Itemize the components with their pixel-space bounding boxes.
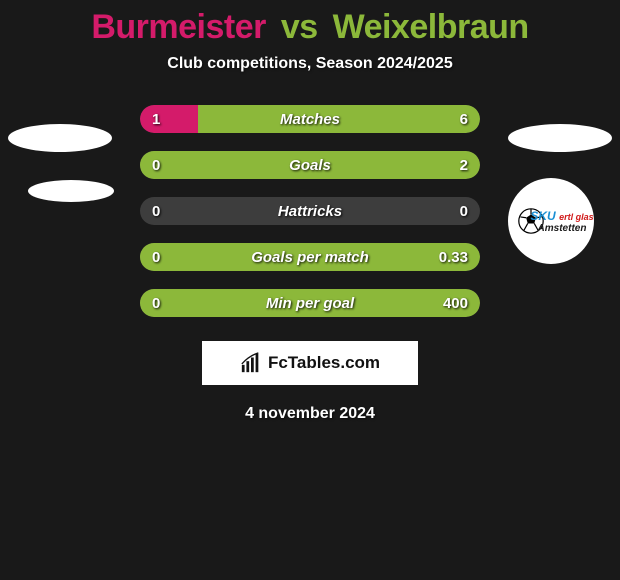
stat-value-right: 0.33 — [439, 249, 468, 266]
stat-fill-left — [140, 105, 198, 133]
stat-label: Hattricks — [278, 203, 342, 220]
page-title: Burmeister vs Weixelbraun — [0, 0, 620, 47]
subtitle: Club competitions, Season 2024/2025 — [0, 55, 620, 73]
stat-value-left: 0 — [152, 295, 160, 312]
stat-row: 0 Hattricks 0 — [140, 197, 480, 225]
stat-label: Matches — [280, 111, 340, 128]
title-vs: vs — [281, 8, 318, 46]
stat-value-right: 400 — [443, 295, 468, 312]
stat-label: Goals — [289, 157, 331, 174]
stat-value-right: 0 — [460, 203, 468, 220]
title-right-name: Weixelbraun — [333, 8, 529, 46]
stat-value-right: 2 — [460, 157, 468, 174]
stat-row: 0 Min per goal 400 — [140, 289, 480, 317]
stat-value-left: 0 — [152, 249, 160, 266]
date-line: 4 november 2024 — [0, 405, 620, 423]
stat-label: Min per goal — [266, 295, 354, 312]
brand-box: FcTables.com — [202, 341, 418, 385]
brand-chart-icon — [240, 352, 262, 374]
brand-text: FcTables.com — [268, 353, 380, 373]
stat-row: 1 Matches 6 — [140, 105, 480, 133]
stat-value-left: 0 — [152, 157, 160, 174]
stat-label: Goals per match — [251, 249, 369, 266]
stat-row: 0 Goals 2 — [140, 151, 480, 179]
stat-rows: 1 Matches 6 0 Goals 2 0 Hattricks 0 0 Goals per ma… — [0, 105, 620, 317]
stat-value-right: 6 — [460, 111, 468, 128]
stat-value-left: 1 — [152, 111, 160, 128]
stat-row: 0 Goals per match 0.33 — [140, 243, 480, 271]
title-left-name: Burmeister — [91, 8, 266, 46]
stat-value-left: 0 — [152, 203, 160, 220]
